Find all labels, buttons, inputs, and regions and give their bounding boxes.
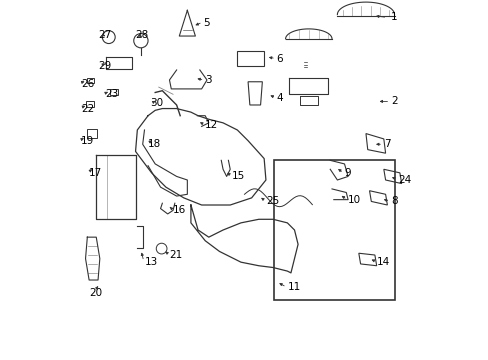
- Text: 10: 10: [347, 195, 361, 204]
- Text: 9: 9: [344, 168, 350, 178]
- Text: 5: 5: [203, 18, 210, 28]
- Text: 27: 27: [98, 30, 111, 40]
- Bar: [86, 78, 94, 83]
- Text: 7: 7: [383, 139, 389, 149]
- Text: 3: 3: [205, 75, 211, 85]
- Text: 4: 4: [276, 93, 283, 103]
- Text: 24: 24: [397, 175, 410, 185]
- Text: 2: 2: [390, 96, 397, 107]
- Text: 30: 30: [149, 98, 163, 108]
- Bar: [273, 160, 394, 300]
- Text: 19: 19: [81, 136, 94, 146]
- Text: 18: 18: [148, 139, 161, 149]
- Text: 22: 22: [81, 104, 94, 113]
- Text: 13: 13: [144, 257, 158, 267]
- Bar: [86, 101, 94, 107]
- Text: 28: 28: [135, 30, 148, 40]
- Text: 8: 8: [390, 197, 397, 206]
- Bar: [86, 129, 97, 138]
- Text: 25: 25: [265, 197, 279, 206]
- Text: 20: 20: [89, 288, 102, 297]
- Text: 29: 29: [98, 61, 111, 71]
- Text: 1: 1: [390, 13, 397, 22]
- Text: 16: 16: [173, 205, 186, 215]
- Bar: [110, 90, 118, 95]
- Text: 23: 23: [105, 89, 118, 99]
- Text: 6: 6: [276, 54, 283, 64]
- Text: 14: 14: [376, 257, 389, 267]
- Text: 17: 17: [89, 168, 102, 178]
- Text: 15: 15: [231, 171, 245, 181]
- Text: 21: 21: [169, 250, 183, 260]
- Text: 12: 12: [205, 120, 218, 130]
- Text: 11: 11: [287, 282, 300, 292]
- Text: 26: 26: [81, 78, 94, 89]
